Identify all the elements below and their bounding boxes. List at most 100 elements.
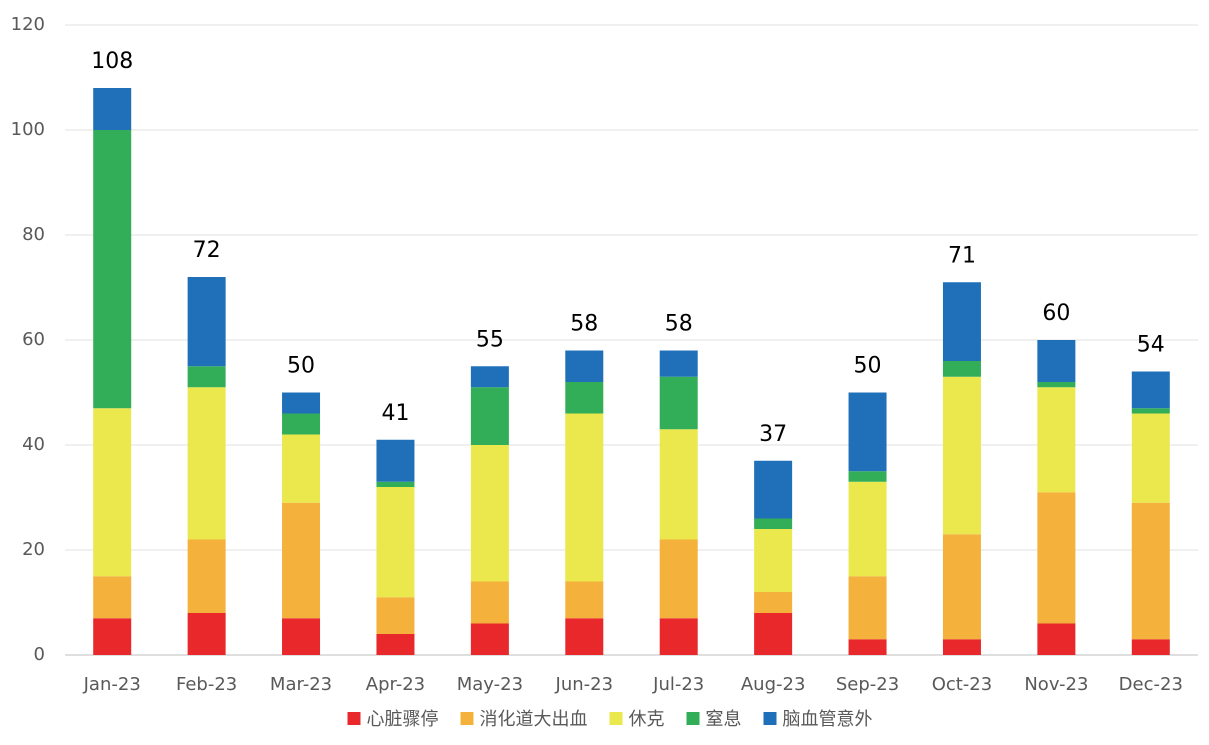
total-label: 58	[665, 312, 693, 337]
bar-segment	[848, 576, 887, 640]
bar-segment	[754, 529, 793, 592]
x-tick-label: Dec-23	[1119, 674, 1183, 695]
bar-segment	[1037, 623, 1076, 655]
total-label: 71	[948, 243, 976, 268]
y-tick-label: 100	[11, 119, 45, 140]
bar-segment	[282, 618, 321, 655]
bar-segment	[187, 539, 226, 613]
bar-segment	[282, 434, 321, 503]
y-tick-label: 0	[34, 644, 45, 665]
bar-segment	[93, 576, 132, 619]
bar-segment	[187, 366, 226, 388]
total-label: 54	[1137, 333, 1165, 358]
bar-segment	[376, 487, 415, 598]
bar-segment	[848, 481, 887, 577]
bar-segment	[1037, 492, 1076, 624]
x-tick-label: May-23	[457, 674, 523, 695]
total-label: 41	[381, 401, 409, 426]
legend-label: 消化道大出血	[480, 709, 588, 730]
y-tick-label: 120	[11, 14, 45, 35]
x-tick-label: Oct-23	[932, 674, 993, 695]
bar-segment	[282, 392, 321, 414]
x-tick-label: Aug-23	[741, 674, 806, 695]
total-label: 72	[193, 238, 221, 263]
bar-segment	[565, 413, 604, 582]
legend-label: 心脏骤停	[367, 709, 439, 730]
bar-segment	[565, 350, 604, 382]
bar-segment	[187, 613, 226, 655]
bar-segment	[1131, 413, 1170, 503]
bar-segment	[93, 618, 132, 655]
bar-segment	[848, 639, 887, 655]
y-tick-label: 40	[22, 434, 45, 455]
bar-segment	[187, 277, 226, 367]
x-tick-label: Jan-23	[83, 674, 141, 695]
bar-segment	[1131, 502, 1170, 640]
bar-segment	[565, 581, 604, 619]
total-label: 37	[759, 422, 787, 447]
x-tick-label: Jun-23	[555, 674, 614, 695]
bar-segment	[93, 130, 132, 409]
bar-segment	[282, 413, 321, 435]
bar-segment	[659, 350, 698, 377]
total-label: 58	[570, 312, 598, 337]
bar-segment	[659, 539, 698, 619]
bar-segment	[1131, 371, 1170, 409]
bar-segment	[942, 376, 981, 535]
bar-segment	[1037, 387, 1076, 493]
bar-segment	[376, 597, 415, 634]
bar-segment	[754, 460, 793, 519]
x-tick-label: Jul-23	[652, 674, 704, 695]
bar-segment	[93, 408, 132, 577]
bar-segment	[470, 445, 509, 582]
bar-segment	[282, 502, 321, 619]
bar-segment	[659, 618, 698, 655]
bar-segment	[470, 581, 509, 624]
bar-segment	[659, 429, 698, 540]
bar-segment	[93, 88, 132, 130]
bar-segment	[187, 387, 226, 540]
bar-segment	[848, 471, 887, 482]
bar-segment	[376, 439, 415, 482]
bar-segment	[942, 639, 981, 655]
x-tick-label: Feb-23	[176, 674, 237, 695]
y-tick-label: 80	[22, 224, 45, 245]
y-tick-label: 60	[22, 329, 45, 350]
bar-segment	[754, 613, 793, 655]
bar-segment	[942, 534, 981, 640]
total-label: 50	[287, 354, 315, 379]
total-label: 60	[1042, 301, 1070, 326]
bar-segment	[754, 592, 793, 613]
bar-segment	[1131, 639, 1170, 655]
legend-label: 休克	[629, 709, 665, 730]
legend-swatch	[686, 712, 700, 725]
bar-segment	[565, 382, 604, 414]
x-tick-label: Mar-23	[270, 674, 332, 695]
total-label: 108	[91, 49, 133, 74]
total-label: 50	[854, 354, 882, 379]
bar-segment	[376, 634, 415, 655]
bar-segment	[470, 387, 509, 445]
bar-segment	[565, 618, 604, 655]
bar-segment	[848, 392, 887, 472]
bar-segment	[1037, 340, 1076, 382]
legend-label: 脑血管意外	[783, 709, 873, 730]
bar-segment	[754, 518, 793, 529]
bar-segment	[1131, 408, 1170, 414]
bar-segment	[470, 366, 509, 388]
legend-label: 窒息	[706, 709, 742, 730]
bar-segment	[659, 376, 698, 430]
y-tick-label: 20	[22, 539, 45, 560]
bar-segment	[942, 282, 981, 361]
legend-swatch	[347, 712, 361, 725]
legend-swatch	[609, 712, 623, 725]
x-tick-label: Nov-23	[1024, 674, 1088, 695]
legend-swatch	[763, 712, 777, 725]
bar-segment	[470, 623, 509, 655]
total-label: 55	[476, 327, 504, 352]
bar-segment	[942, 361, 981, 377]
legend-swatch	[460, 712, 474, 725]
bar-segment	[376, 481, 415, 487]
x-tick-label: Apr-23	[366, 674, 425, 695]
